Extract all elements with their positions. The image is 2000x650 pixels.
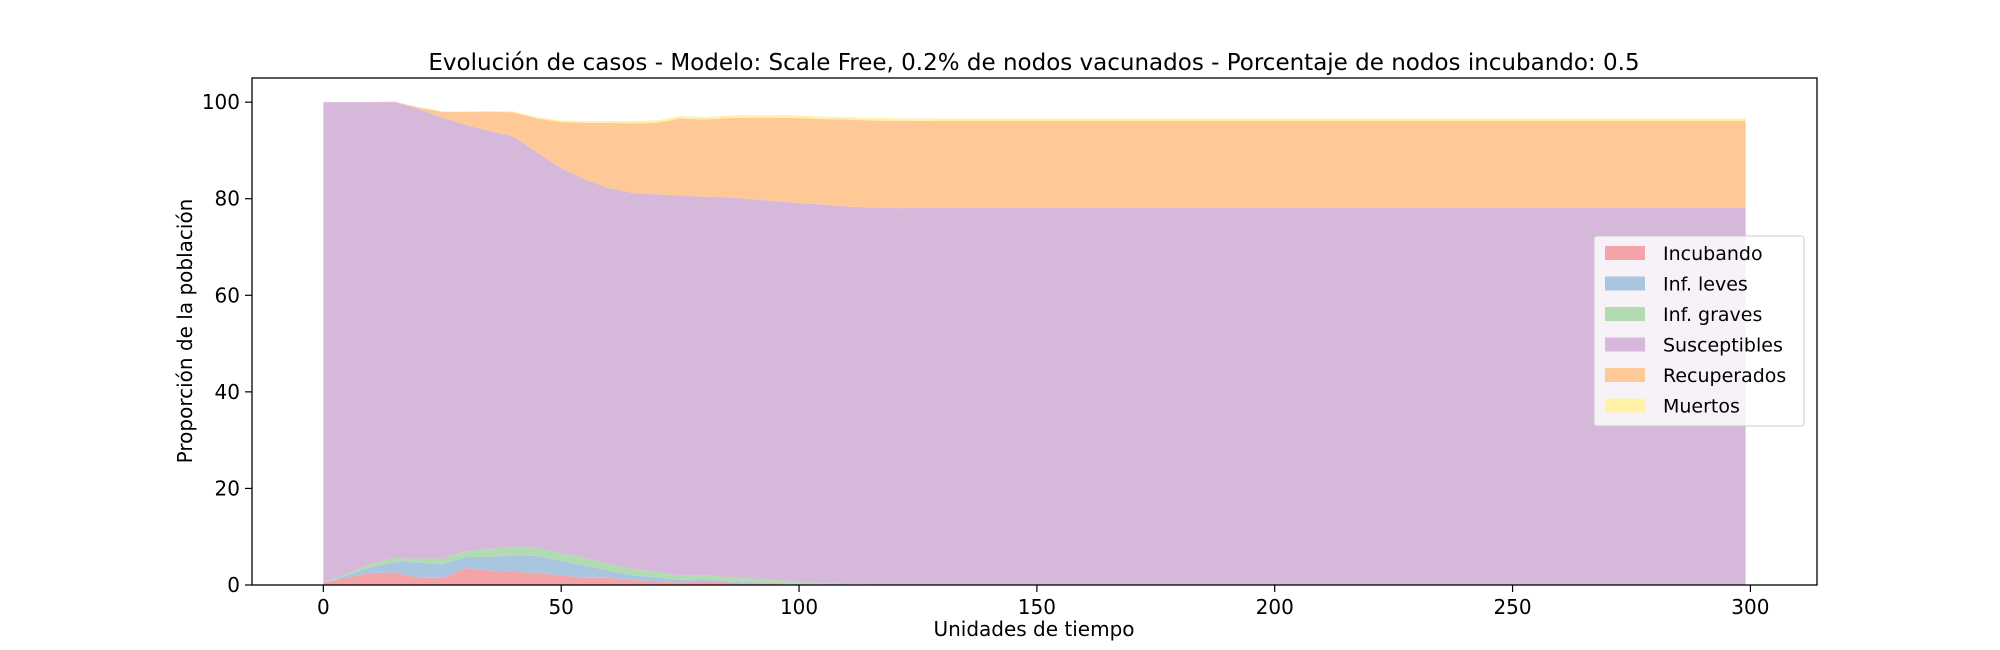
x-tick-label: 50: [548, 595, 573, 619]
chart-title: Evolución de casos - Modelo: Scale Free,…: [428, 50, 1639, 76]
y-tick-label: 100: [202, 90, 240, 114]
area-muertos: [323, 101, 1746, 124]
y-tick-label: 20: [215, 476, 240, 500]
area-inf-leves: [323, 555, 1746, 585]
legend-swatch: [1605, 368, 1645, 382]
legend-frame: [1593, 235, 1805, 427]
x-tick-label: 200: [1256, 595, 1294, 619]
legend-swatch: [1605, 337, 1645, 352]
legend-label: Inf. graves: [1663, 304, 1762, 326]
legend-label: Inf. leves: [1663, 274, 1748, 296]
area-susceptibles: [323, 102, 1746, 585]
legend-swatch: [1605, 398, 1645, 413]
y-tick-label: 80: [215, 187, 240, 211]
areas-layer: [323, 101, 1746, 585]
legend-label: Muertos: [1663, 396, 1740, 418]
y-tick-label: 0: [227, 573, 240, 597]
legend: Incubando Inf. leves Inf. graves Susceptibl…: [1593, 235, 1805, 427]
x-axis-label: Unidades de tiempo: [933, 617, 1134, 641]
legend-label: Recuperados: [1663, 365, 1786, 387]
area-incubando: [323, 568, 1746, 585]
y-axis-label: Proporción de la población: [173, 199, 197, 464]
legend-swatch: [1605, 307, 1645, 321]
x-tick-label: 250: [1493, 595, 1531, 619]
legend-swatch: [1605, 276, 1645, 291]
y-tick-label: 60: [215, 283, 240, 307]
y-tick-label: 40: [215, 380, 240, 404]
plot-frame: [251, 77, 1818, 586]
area-recuperados: [323, 101, 1746, 209]
x-tick-label: 150: [1018, 595, 1056, 619]
legend-label: Incubando: [1663, 243, 1763, 265]
x-tick-label: 100: [780, 595, 818, 619]
x-tick-label: 0: [317, 595, 330, 619]
ticks-layer: 0 50 100 150 200 250 300 0 20 40 60 80 100: [202, 90, 1770, 619]
legend-swatch: [1605, 246, 1645, 260]
area-inf-graves: [323, 546, 1746, 585]
legend-label: Susceptibles: [1663, 335, 1783, 357]
x-tick-label: 300: [1731, 595, 1769, 619]
